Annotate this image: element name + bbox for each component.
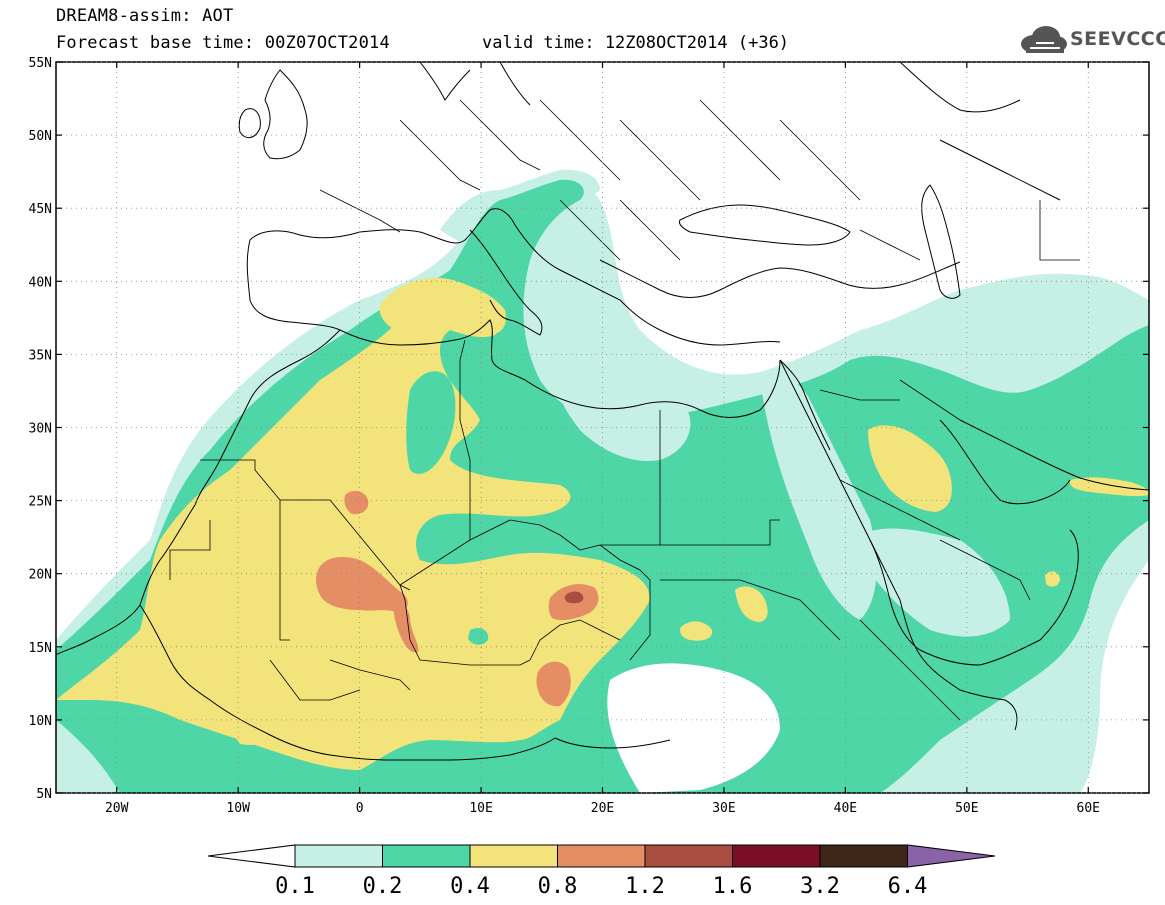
- aot-gap-arabia: [850, 528, 1010, 637]
- lon-tick-label: 20W: [105, 801, 129, 816]
- lat-tick-label: 5N: [36, 787, 52, 802]
- aot-contours: [56, 62, 1149, 793]
- colorbar-bin: [732, 844, 821, 868]
- forecast-base-time: Forecast base time: 00Z07OCT2014: [56, 33, 390, 53]
- northern-coast: [238, 62, 1061, 201]
- colorbar-over-arrow: [907, 844, 996, 868]
- aot-gap-sudan: [607, 663, 780, 793]
- aot-band-0.2-pocket-2: [468, 628, 489, 645]
- seevccc-logo: SEEVCCC: [1018, 22, 1165, 58]
- aot-band-0.8-algeria: [344, 490, 369, 515]
- logo-text: SEEVCCC: [1070, 28, 1165, 50]
- colorbar-level-label: 0.2: [363, 874, 403, 899]
- lon-tick-label: 50E: [955, 801, 978, 816]
- colorbar-bin: [382, 844, 471, 868]
- colorbar-level-label: 3.2: [800, 874, 840, 899]
- aot-band-0.8-chad-south: [536, 661, 571, 707]
- lon-tick-label: 60E: [1077, 801, 1100, 816]
- lat-tick-label: 35N: [29, 348, 52, 363]
- axis-ticks: 20W 10W 0 10E 20E 30E 40E 50E 60E 55N 50N 45N 40N 35N…: [29, 56, 1149, 816]
- colorbar: 0.1 0.2 0.4 0.8 1.2 1.6 3.2 6.4: [207, 844, 996, 899]
- aot-band-0.4-gulf: [1069, 477, 1149, 497]
- lon-tick-label: 0: [356, 801, 364, 816]
- colorbar-level-label: 1.6: [713, 874, 753, 899]
- lon-tick-label: 40E: [834, 801, 857, 816]
- colorbar-level-label: 0.8: [538, 874, 578, 899]
- valid-time: valid time: 12Z08OCT2014 (+36): [482, 33, 790, 53]
- lon-tick-label: 30E: [712, 801, 735, 816]
- lon-tick-label: 10W: [226, 801, 250, 816]
- aot-band-0.8-mali: [315, 557, 408, 613]
- map-title: DREAM8-assim: AOT: [56, 6, 234, 26]
- lat-tick-label: 10N: [29, 714, 52, 729]
- aot-gap-redsea: [760, 376, 877, 620]
- lat-tick-label: 55N: [29, 56, 52, 71]
- colorbar-level-label: 0.1: [275, 874, 315, 899]
- lon-tick-label: 10E: [469, 801, 492, 816]
- aot-band-0.4-chad-east: [680, 621, 713, 641]
- aot-band-0.8-niger: [393, 604, 419, 653]
- cloud-icon: [1021, 26, 1067, 53]
- colorbar-bin: [294, 844, 383, 868]
- aot-band-0.4-guinea: [235, 731, 270, 745]
- lat-tick-label: 15N: [29, 641, 52, 656]
- colorbar-bin: [819, 844, 908, 868]
- coastlines: [56, 184, 1149, 761]
- colorbar-level-label: 0.4: [450, 874, 490, 899]
- colorbar-bin: [557, 844, 646, 868]
- lat-tick-label: 50N: [29, 129, 52, 144]
- graticule: [56, 61, 1149, 794]
- aot-band-0.4-west: [56, 280, 650, 770]
- aot-gap-egypt: [558, 378, 691, 461]
- lat-tick-label: 25N: [29, 495, 52, 510]
- colorbar-level-label: 6.4: [888, 874, 928, 899]
- lat-tick-label: 20N: [29, 568, 52, 583]
- aot-band-0.4-sudan: [735, 586, 768, 622]
- lat-tick-label: 30N: [29, 422, 52, 437]
- lon-tick-label: 20E: [591, 801, 614, 816]
- lat-tick-label: 45N: [29, 202, 52, 217]
- colorbar-bin: [469, 844, 558, 868]
- aot-band-0.2-pocket-1: [406, 371, 456, 474]
- aot-band-0.4-arabia: [868, 425, 952, 512]
- colorbar-level-label: 1.2: [625, 874, 665, 899]
- aot-band-0.4-algeria: [379, 277, 501, 338]
- colorbar-under-arrow: [207, 844, 296, 868]
- colorbar-bin: [644, 844, 733, 868]
- aot-band-1.2-chad: [564, 591, 584, 604]
- lat-tick-label: 40N: [29, 275, 52, 290]
- aot-band-0.4-oman: [1045, 571, 1060, 587]
- country-borders: [169, 99, 1080, 721]
